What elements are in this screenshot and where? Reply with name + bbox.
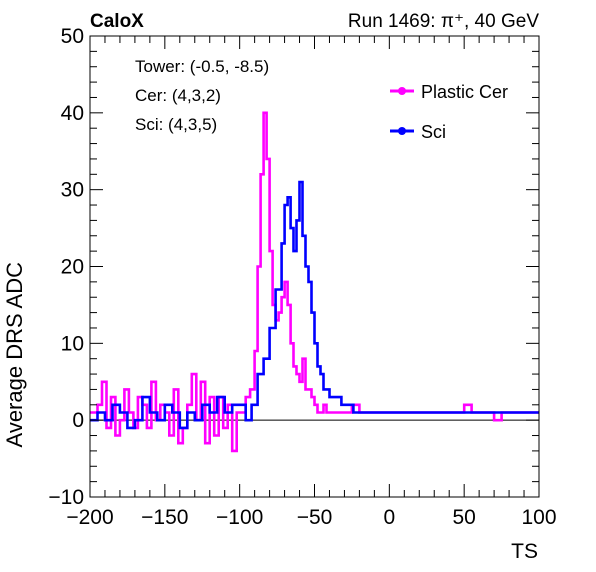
info-line-sci: Sci: (4,3,5) [135,115,217,134]
legend: Plastic Cer Sci [390,82,508,142]
legend-entry-sci: Sci [390,122,446,142]
x-tick-label: 50 [452,506,475,529]
x-tick-label: −200 [66,506,113,529]
y-tick-label: −10 [48,486,84,509]
y-tick-label: 10 [61,332,84,355]
x-tick-label: −150 [141,506,188,529]
legend-marker-sci [398,127,406,135]
y-axis-label: Average DRS ADC [2,262,27,448]
y-tick-label: 30 [61,179,84,202]
legend-marker-plastic-cer [398,87,406,95]
y-tick-label: 40 [61,102,84,125]
info-box: Tower: (-0.5, -8.5) Cer: (4,3,2) Sci: (4… [135,57,269,134]
run-label: Run 1469: π⁺, 40 GeV [348,11,539,32]
legend-label-sci: Sci [421,122,446,142]
legend-entry-plastic-cer: Plastic Cer [390,82,508,102]
legend-label-plastic-cer: Plastic Cer [421,82,508,102]
info-line-cer: Cer: (4,3,2) [135,86,221,105]
info-line-tower: Tower: (-0.5, -8.5) [135,57,269,76]
y-tick-label: 0 [72,409,84,432]
y-tick-label: 50 [61,25,84,48]
series-line-sci [90,180,539,430]
x-axis-label: TS [511,540,538,563]
y-tick-label: 20 [61,256,84,279]
x-tick-label: −50 [297,506,333,529]
x-tick-label: 0 [383,506,395,529]
x-tick-label: 100 [521,506,556,529]
x-tick-label: −100 [216,506,263,529]
experiment-label: CaloX [90,11,144,32]
ticks-layer [89,35,540,498]
series-layer [90,111,539,453]
